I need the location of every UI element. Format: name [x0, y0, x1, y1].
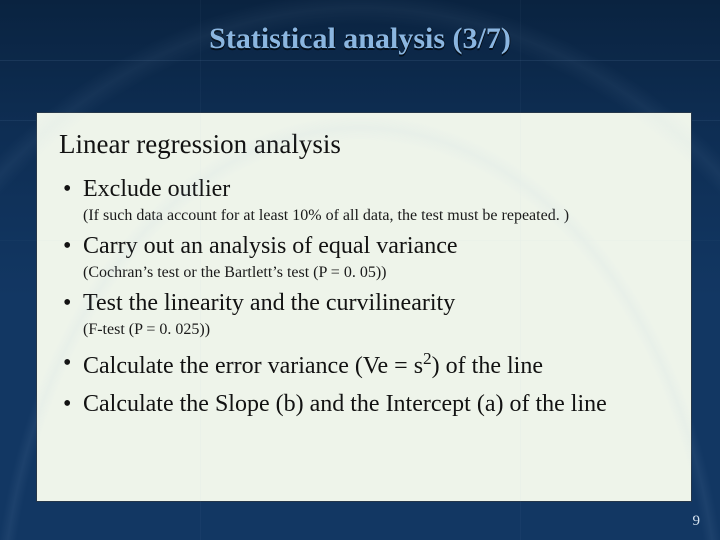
- bullet-item: Exclude outlier (If such data account fo…: [57, 174, 671, 225]
- bullet-main: Exclude outlier: [83, 176, 230, 202]
- content-panel: Linear regression analysis Exclude outli…: [36, 112, 692, 502]
- bullet-main: Calculate the error variance (Ve = s2) o…: [83, 353, 543, 379]
- bullet-note: (F-test (P = 0. 025)): [83, 320, 671, 339]
- bullet-item: Carry out an analysis of equal variance …: [57, 231, 671, 282]
- bullet-main: Calculate the Slope (b) and the Intercep…: [83, 391, 607, 417]
- bullet-main: Carry out an analysis of equal variance: [83, 233, 458, 259]
- section-heading: Linear regression analysis: [57, 129, 671, 160]
- page-number: 9: [693, 513, 701, 530]
- slide-title: Statistical analysis (3/7): [0, 22, 720, 56]
- bullet-note: (If such data account for at least 10% o…: [83, 206, 671, 225]
- bullet-list: Exclude outlier (If such data account fo…: [57, 174, 671, 419]
- bullet-item: Calculate the error variance (Ve = s2) o…: [57, 348, 671, 381]
- bullet-item: Test the linearity and the curvilinearit…: [57, 288, 671, 339]
- bullet-main: Test the linearity and the curvilinearit…: [83, 290, 455, 316]
- slide: Statistical analysis (3/7) Linear regres…: [0, 0, 720, 540]
- bullet-item: Calculate the Slope (b) and the Intercep…: [57, 389, 671, 419]
- bullet-note: (Cochran’s test or the Bartlett’s test (…: [83, 263, 671, 282]
